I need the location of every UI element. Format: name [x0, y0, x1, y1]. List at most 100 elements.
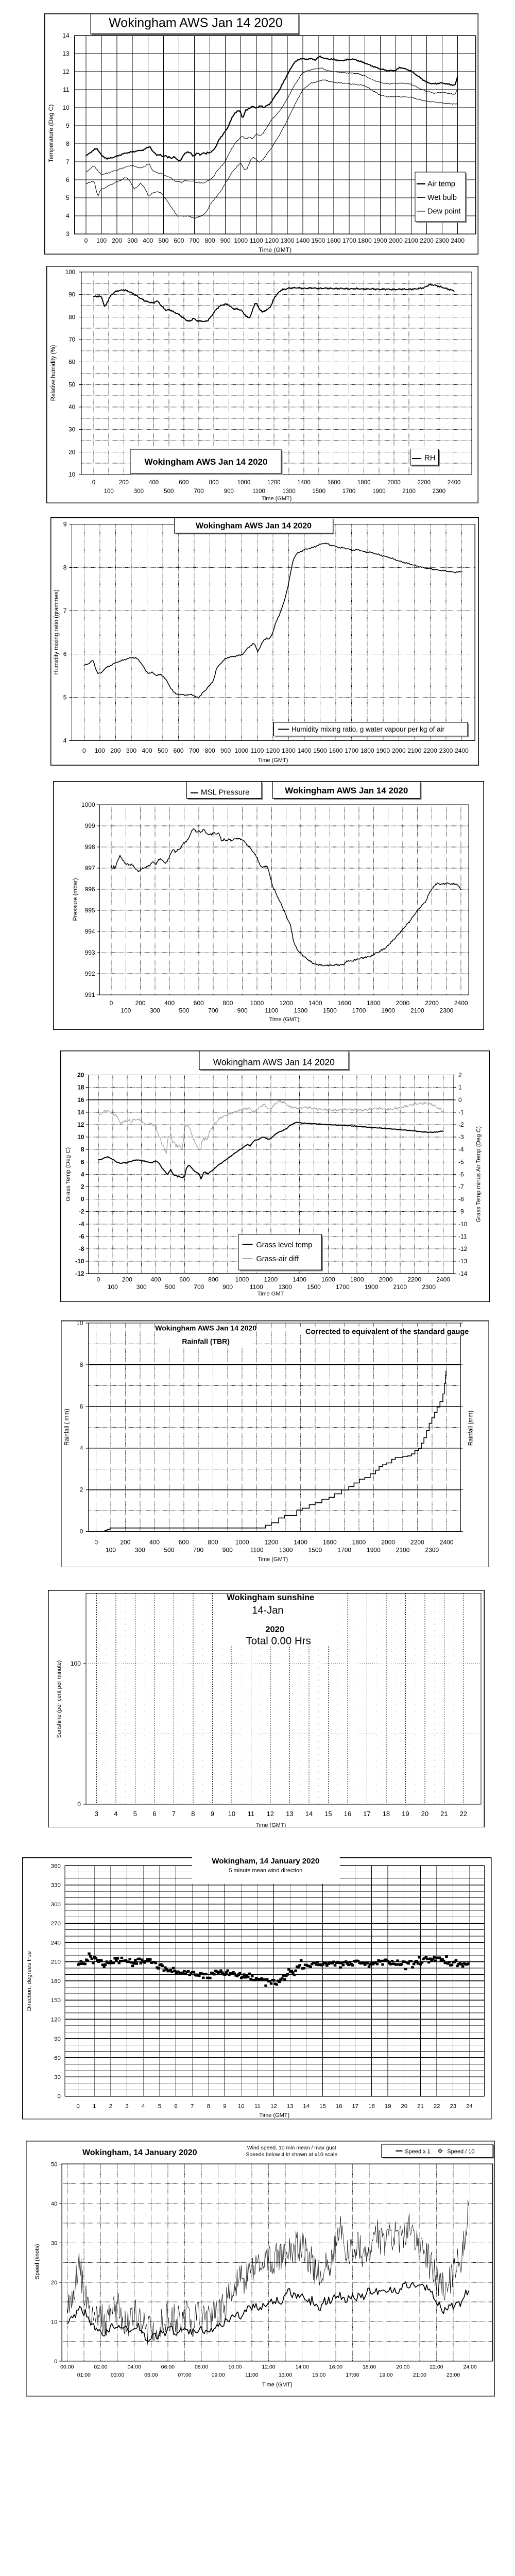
svg-text:Wet bulb: Wet bulb [427, 194, 457, 202]
svg-text:17: 17 [363, 1810, 370, 1818]
svg-text:1400: 1400 [296, 237, 310, 244]
svg-text:2000: 2000 [382, 1538, 396, 1546]
svg-text:10: 10 [77, 1133, 84, 1141]
svg-text:1500: 1500 [308, 1546, 322, 1553]
svg-text:400: 400 [149, 1538, 160, 1546]
svg-text:02:00: 02:00 [94, 2364, 107, 2370]
svg-text:21: 21 [440, 1810, 448, 1818]
svg-text:11: 11 [248, 1810, 254, 1818]
svg-text:1000: 1000 [234, 237, 248, 244]
svg-text:40: 40 [68, 404, 75, 411]
svg-text:2100: 2100 [404, 237, 418, 244]
svg-text:13: 13 [287, 2103, 294, 2109]
svg-text:13: 13 [286, 1810, 293, 1818]
svg-text:06:00: 06:00 [161, 2364, 174, 2370]
svg-text:300: 300 [150, 1007, 160, 1014]
svg-text:1300: 1300 [281, 237, 295, 244]
svg-text:200: 200 [122, 1276, 132, 1283]
svg-text:18: 18 [383, 1810, 390, 1818]
svg-text:300: 300 [136, 1283, 146, 1290]
svg-text:900: 900 [222, 1546, 233, 1553]
svg-text:700: 700 [193, 1546, 203, 1553]
svg-text:17:00: 17:00 [346, 2372, 359, 2378]
svg-text:80: 80 [68, 314, 75, 320]
svg-text:360: 360 [51, 1863, 61, 1869]
svg-text:2400: 2400 [436, 1276, 450, 1283]
svg-text:1300: 1300 [279, 1546, 293, 1553]
svg-text:-8: -8 [458, 1195, 464, 1202]
svg-text:-10: -10 [458, 1220, 467, 1227]
svg-text:Rainfall (TBR): Rainfall (TBR) [182, 1337, 230, 1345]
svg-text:2000: 2000 [392, 747, 406, 754]
svg-text:Dew point: Dew point [427, 208, 460, 216]
svg-text:2400: 2400 [454, 999, 468, 1007]
svg-text:03:00: 03:00 [111, 2372, 124, 2378]
svg-text:-2: -2 [458, 1121, 464, 1128]
svg-text:09:00: 09:00 [211, 2372, 225, 2378]
svg-text:90: 90 [68, 292, 75, 298]
svg-text:2: 2 [80, 1183, 84, 1190]
svg-text:10: 10 [76, 1320, 83, 1327]
svg-text:1000: 1000 [235, 1538, 249, 1546]
svg-text:2300: 2300 [440, 1007, 454, 1014]
svg-text:700: 700 [189, 237, 199, 244]
svg-text:1300: 1300 [278, 1283, 292, 1290]
svg-text:Speeds below 4 kt shown at x10: Speeds below 4 kt shown at x10 scale [246, 2152, 337, 2158]
svg-text:14: 14 [305, 1810, 313, 1818]
svg-text:5: 5 [158, 2103, 161, 2109]
svg-text:5 minute mean wind direction: 5 minute mean wind direction [229, 1868, 303, 1874]
svg-text:991: 991 [85, 991, 95, 998]
svg-text:1000: 1000 [234, 747, 248, 754]
svg-text:100: 100 [95, 747, 105, 754]
svg-text:0: 0 [110, 999, 113, 1007]
svg-text:Time (GMT): Time (GMT) [260, 2112, 290, 2119]
svg-text:10: 10 [238, 2103, 245, 2109]
svg-text:7: 7 [172, 1810, 176, 1818]
svg-text:600: 600 [179, 480, 188, 486]
svg-text:2100: 2100 [408, 747, 422, 754]
svg-text:1100: 1100 [250, 747, 264, 754]
svg-text:RH: RH [424, 454, 436, 463]
svg-text:15:00: 15:00 [312, 2372, 325, 2378]
svg-text:1900: 1900 [373, 237, 387, 244]
svg-text:1900: 1900 [364, 1283, 378, 1290]
svg-text:1400: 1400 [293, 1276, 306, 1283]
svg-text:800: 800 [208, 1538, 218, 1546]
svg-text:1800: 1800 [367, 999, 381, 1007]
svg-text:Time (GMT): Time (GMT) [262, 496, 292, 502]
svg-text:200: 200 [112, 237, 122, 244]
svg-text:1500: 1500 [313, 747, 327, 754]
svg-text:Time (GMT): Time (GMT) [259, 246, 291, 253]
svg-text:16: 16 [77, 1096, 84, 1103]
svg-text:1800: 1800 [350, 1276, 364, 1283]
svg-text:995: 995 [85, 907, 95, 914]
svg-text:40: 40 [51, 2201, 57, 2207]
svg-text:900: 900 [222, 1283, 233, 1290]
svg-text:2200: 2200 [420, 237, 434, 244]
svg-text:30: 30 [68, 427, 75, 433]
svg-text:8: 8 [66, 140, 70, 147]
svg-text:1100: 1100 [250, 1546, 264, 1553]
svg-text:1: 1 [93, 2103, 96, 2109]
svg-text:900: 900 [220, 747, 231, 754]
svg-text:2200: 2200 [423, 747, 437, 754]
svg-text:Speed (knots): Speed (knots) [34, 2244, 40, 2279]
svg-text:1500: 1500 [312, 488, 325, 495]
svg-text:2200: 2200 [425, 999, 439, 1007]
svg-text:600: 600 [174, 747, 184, 754]
svg-text:-13: -13 [458, 1258, 467, 1265]
svg-text:1100: 1100 [252, 488, 265, 495]
svg-text:8: 8 [207, 2103, 210, 2109]
svg-text:1000: 1000 [237, 480, 251, 486]
svg-text:500: 500 [158, 747, 168, 754]
svg-text:1700: 1700 [342, 237, 356, 244]
svg-text:8: 8 [80, 1361, 83, 1368]
svg-text:2300: 2300 [422, 1283, 436, 1290]
svg-text:Wokingham AWS Jan 14 2020: Wokingham AWS Jan 14 2020 [156, 1324, 257, 1332]
svg-text:12: 12 [77, 1121, 84, 1128]
svg-text:23:00: 23:00 [447, 2372, 460, 2378]
svg-text:Wokingham AWS Jan 14 2020: Wokingham AWS Jan 14 2020 [109, 16, 283, 30]
svg-text:60: 60 [68, 360, 75, 366]
svg-text:Wokingham AWS Jan 14 2020: Wokingham AWS Jan 14 2020 [285, 786, 408, 795]
svg-text:0: 0 [84, 237, 88, 244]
